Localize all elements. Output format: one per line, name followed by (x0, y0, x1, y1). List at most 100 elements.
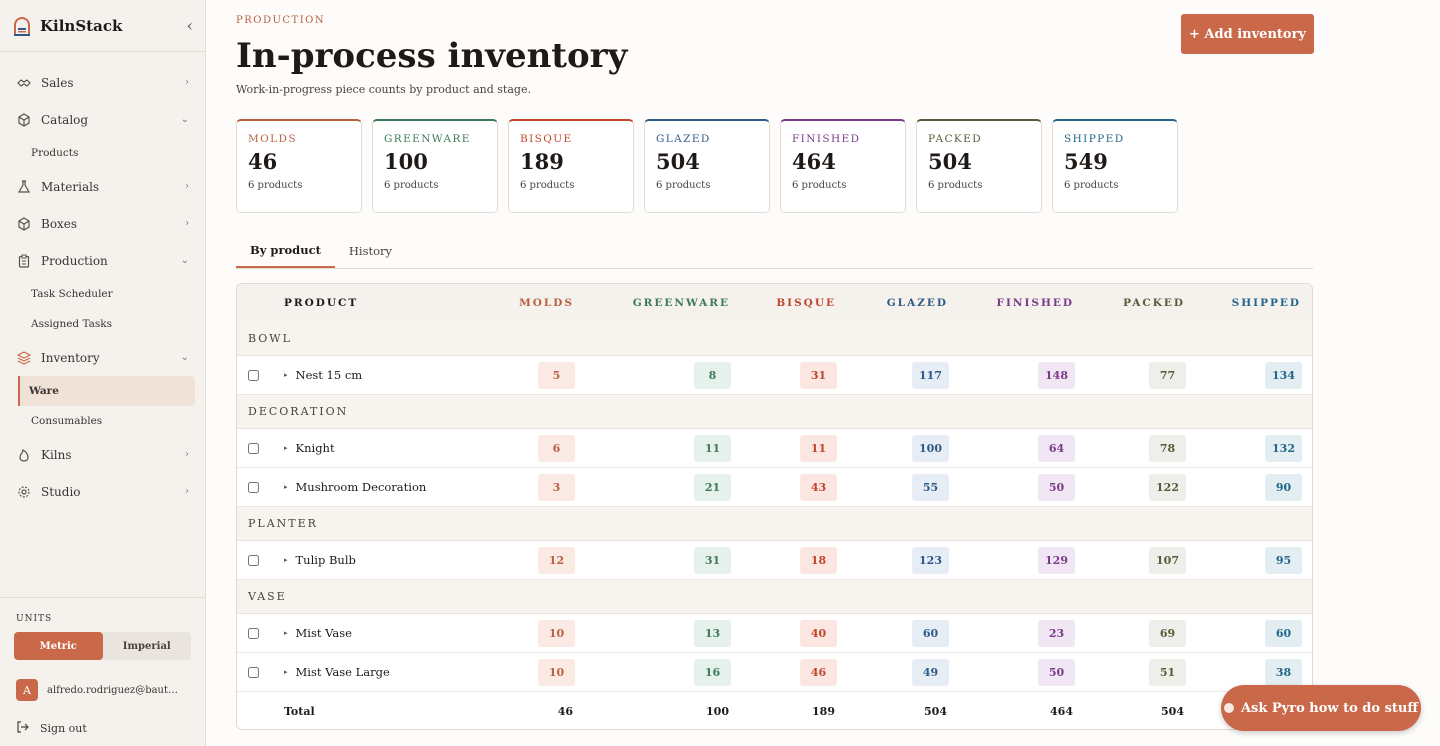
table-row: ▸ Nest 15 cm 5 8 31 117 148 77 134 (237, 356, 1312, 395)
sidebar-subitem-consumables[interactable]: Consumables (31, 415, 103, 427)
stage-count-finished[interactable]: 129 (1038, 546, 1075, 574)
stage-count-glazed[interactable]: 49 (912, 658, 949, 686)
row-checkbox[interactable] (248, 627, 259, 639)
sidebar-item-production[interactable]: Production ⌄ (0, 242, 205, 279)
stage-count-packed[interactable]: 77 (1149, 361, 1186, 389)
row-checkbox[interactable] (248, 481, 259, 493)
stage-count-finished[interactable]: 50 (1038, 473, 1075, 501)
stage-count-glazed[interactable]: 123 (912, 546, 949, 574)
stage-count-bisque[interactable]: 11 (800, 434, 837, 462)
sidebar-item-materials[interactable]: Materials › (0, 168, 205, 205)
sidebar-item-boxes[interactable]: Boxes › (0, 205, 205, 242)
collapse-sidebar-icon[interactable]: ‹ (186, 16, 193, 35)
stage-card-shipped: SHIPPED 549 6 products (1052, 119, 1178, 213)
stage-count-glazed[interactable]: 117 (912, 361, 949, 389)
stage-count-greenware[interactable]: 16 (694, 658, 731, 686)
stage-count-shipped[interactable]: 132 (1265, 434, 1302, 462)
stage-count-greenware[interactable]: 21 (694, 473, 731, 501)
sidebar-subitem-task-scheduler[interactable]: Task Scheduler (31, 288, 113, 300)
sidebar-item-inventory[interactable]: Inventory ⌄ (0, 339, 205, 376)
sidebar-item-sales[interactable]: Sales › (0, 64, 205, 101)
row-checkbox[interactable] (248, 666, 259, 678)
expand-caret-icon[interactable]: ▸ (284, 556, 288, 564)
tab-by-product[interactable]: By product (236, 233, 335, 268)
stage-card-label: GLAZED (656, 133, 711, 145)
product-cell[interactable]: ▸ Tulip Bulb (272, 553, 452, 567)
product-cell[interactable]: ▸ Mist Vase (272, 626, 452, 640)
total-finished: 464 (1050, 705, 1073, 718)
sidebar-subitem-ware[interactable]: Ware (18, 376, 195, 406)
expand-caret-icon[interactable]: ▸ (284, 629, 288, 637)
sidebar-subitem-assigned-tasks[interactable]: Assigned Tasks (31, 318, 113, 330)
unit-metric-button[interactable]: Metric (14, 632, 103, 660)
stage-count-packed[interactable]: 122 (1149, 473, 1186, 501)
expand-caret-icon[interactable]: ▸ (284, 483, 288, 491)
stage-count-greenware[interactable]: 8 (694, 361, 731, 389)
stage-card-molds: MOLDS 46 6 products (236, 119, 362, 213)
stage-card-subtext: 6 products (792, 180, 847, 191)
stage-count-glazed[interactable]: 55 (912, 473, 949, 501)
stage-count-greenware[interactable]: 13 (694, 619, 731, 647)
page-kicker: PRODUCTION (236, 15, 326, 26)
product-cell[interactable]: ▸ Nest 15 cm (272, 368, 452, 382)
sign-out-button[interactable]: Sign out (0, 710, 205, 746)
units-label: UNITS (16, 614, 53, 624)
stage-count-shipped[interactable]: 38 (1265, 658, 1302, 686)
stage-count-packed[interactable]: 51 (1149, 658, 1186, 686)
add-inventory-button[interactable]: + Add inventory (1181, 14, 1314, 54)
stage-count-bisque[interactable]: 18 (800, 546, 837, 574)
product-cell[interactable]: ▸ Mist Vase Large (272, 665, 452, 679)
stage-count-molds[interactable]: 10 (538, 619, 575, 647)
unit-imperial-button[interactable]: Imperial (122, 640, 171, 652)
total-label: Total (284, 705, 315, 718)
stage-count-packed[interactable]: 78 (1149, 434, 1186, 462)
tab-history[interactable]: History (348, 243, 393, 258)
sidebar-item-kilns[interactable]: Kilns › (0, 436, 205, 473)
stage-count-greenware[interactable]: 31 (694, 546, 731, 574)
stage-count-bisque[interactable]: 31 (800, 361, 837, 389)
expand-caret-icon[interactable]: ▸ (284, 371, 288, 379)
sidebar-subitem-products[interactable]: Products (31, 147, 79, 159)
user-profile[interactable]: A alfredo.rodriguez@bautonomi.com (0, 670, 205, 710)
stage-count-bisque[interactable]: 40 (800, 619, 837, 647)
expand-caret-icon[interactable]: ▸ (284, 668, 288, 676)
product-cell[interactable]: ▸ Mushroom Decoration (272, 480, 452, 494)
sidebar-item-studio[interactable]: Studio › (0, 473, 205, 510)
table-row: ▸ Mist Vase 10 13 40 60 23 69 60 (237, 614, 1312, 653)
product-cell[interactable]: ▸ Knight (272, 441, 452, 455)
stage-count-shipped[interactable]: 95 (1265, 546, 1302, 574)
row-checkbox[interactable] (248, 442, 259, 454)
stage-count-bisque[interactable]: 46 (800, 658, 837, 686)
stage-count-glazed[interactable]: 60 (912, 619, 949, 647)
stage-count-bisque[interactable]: 43 (800, 473, 837, 501)
sidebar-item-catalog[interactable]: Catalog ⌄ (0, 101, 205, 138)
layers-icon (16, 350, 32, 366)
column-header-molds: MOLDS (519, 297, 574, 309)
stage-count-molds[interactable]: 12 (538, 546, 575, 574)
column-header-finished: FINISHED (996, 297, 1074, 309)
stage-card-label: FINISHED (792, 133, 861, 145)
stage-count-shipped[interactable]: 90 (1265, 473, 1302, 501)
stage-count-finished[interactable]: 64 (1038, 434, 1075, 462)
stage-count-finished[interactable]: 23 (1038, 619, 1075, 647)
expand-caret-icon[interactable]: ▸ (284, 444, 288, 452)
stage-count-packed[interactable]: 69 (1149, 619, 1186, 647)
stage-count-molds[interactable]: 10 (538, 658, 575, 686)
ask-pyro-button[interactable]: Ask Pyro how to do stuff (1221, 685, 1421, 731)
stage-count-molds[interactable]: 6 (538, 434, 575, 462)
stage-count-molds[interactable]: 3 (538, 473, 575, 501)
stage-count-glazed[interactable]: 100 (912, 434, 949, 462)
pyro-icon (1223, 703, 1234, 713)
group-header: BOWL (237, 322, 1312, 356)
stage-count-molds[interactable]: 5 (538, 361, 575, 389)
stage-count-packed[interactable]: 107 (1149, 546, 1186, 574)
stage-count-shipped[interactable]: 60 (1265, 619, 1302, 647)
stage-count-shipped[interactable]: 134 (1265, 361, 1302, 389)
row-checkbox[interactable] (248, 369, 259, 381)
stage-count-finished[interactable]: 50 (1038, 658, 1075, 686)
stage-count-greenware[interactable]: 11 (694, 434, 731, 462)
stage-count-finished[interactable]: 148 (1038, 361, 1075, 389)
total-packed: 504 (1161, 705, 1184, 718)
row-checkbox[interactable] (248, 554, 259, 566)
stage-card-subtext: 6 products (384, 180, 439, 191)
